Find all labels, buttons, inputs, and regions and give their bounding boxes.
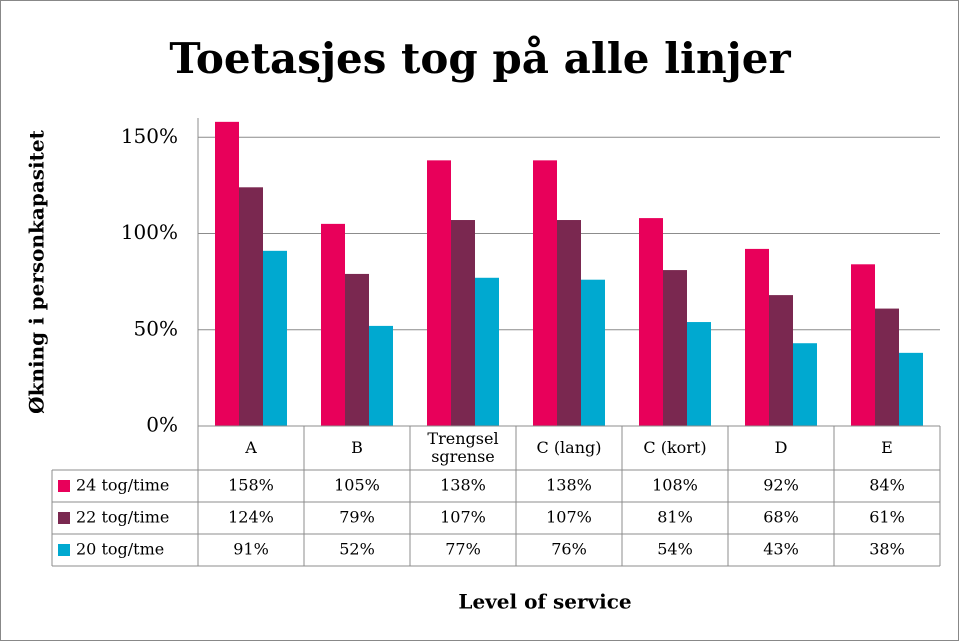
bar [239, 187, 263, 426]
x-tick-label-box: C (kort) [643, 438, 707, 458]
bar [263, 250, 287, 426]
data-label: 76% [551, 540, 587, 559]
x-tick-label-box: B [351, 438, 363, 458]
legend-key [58, 512, 70, 524]
bar [899, 352, 923, 426]
data-label: 107% [440, 508, 486, 527]
data-label: 92% [763, 476, 799, 495]
y-tick-label: 100% [121, 220, 178, 244]
data-label: 52% [339, 540, 375, 559]
data-label: 79% [339, 508, 375, 527]
bar [475, 277, 499, 426]
data-label: 43% [763, 540, 799, 559]
bar [639, 218, 663, 426]
x-tick-label: D [774, 438, 788, 458]
bar [745, 248, 769, 426]
x-tick-label-box: Trengsel sgrense [427, 429, 499, 466]
bar [533, 160, 557, 426]
data-label: 158% [228, 476, 274, 495]
data-label: 61% [869, 508, 905, 527]
x-tick-label: Trengsel sgrense [427, 429, 499, 466]
x-tick-label-box: C (lang) [536, 438, 602, 458]
bar [851, 264, 875, 426]
bar [557, 220, 581, 426]
x-tick-label: C (lang) [536, 438, 602, 458]
data-label: 54% [657, 540, 693, 559]
data-label: 138% [546, 476, 592, 495]
bar [581, 279, 605, 426]
legend-key [58, 544, 70, 556]
bar [793, 343, 817, 426]
x-tick-label: E [881, 438, 893, 458]
bar [451, 220, 475, 426]
bar [663, 270, 687, 426]
data-label: 105% [334, 476, 380, 495]
bar [769, 295, 793, 426]
y-tick-label: 0% [146, 413, 178, 437]
legend-label: 20 tog/tme [76, 540, 164, 559]
y-tick-label: 150% [121, 124, 178, 148]
x-tick-label-box: A [245, 438, 257, 458]
legend-key [58, 480, 70, 492]
bar [215, 121, 239, 426]
data-label: 77% [445, 540, 481, 559]
x-tick-label: A [245, 438, 257, 458]
data-label: 124% [228, 508, 274, 527]
bar [321, 223, 345, 426]
data-label: 138% [440, 476, 486, 495]
x-tick-label-box: E [881, 438, 893, 458]
bar [369, 325, 393, 426]
y-axis-label: Økning i personkapasitet [25, 129, 49, 413]
bar [687, 322, 711, 426]
legend-label: 22 tog/time [76, 508, 169, 527]
data-label: 38% [869, 540, 905, 559]
x-tick-label-box: D [774, 438, 788, 458]
bar [875, 308, 899, 426]
data-label: 68% [763, 508, 799, 527]
data-label: 91% [233, 540, 269, 559]
x-tick-label: C (kort) [643, 438, 707, 458]
bar [427, 160, 451, 426]
data-label: 107% [546, 508, 592, 527]
x-axis-label: Level of service [458, 590, 631, 614]
bar [345, 273, 369, 426]
data-label: 108% [652, 476, 698, 495]
legend-label: 24 tog/time [76, 476, 169, 495]
data-label: 84% [869, 476, 905, 495]
x-tick-label: B [351, 438, 363, 458]
chart-title: Toetasjes tog på alle linjer [169, 34, 791, 83]
y-tick-label: 50% [134, 316, 178, 340]
data-label: 81% [657, 508, 693, 527]
